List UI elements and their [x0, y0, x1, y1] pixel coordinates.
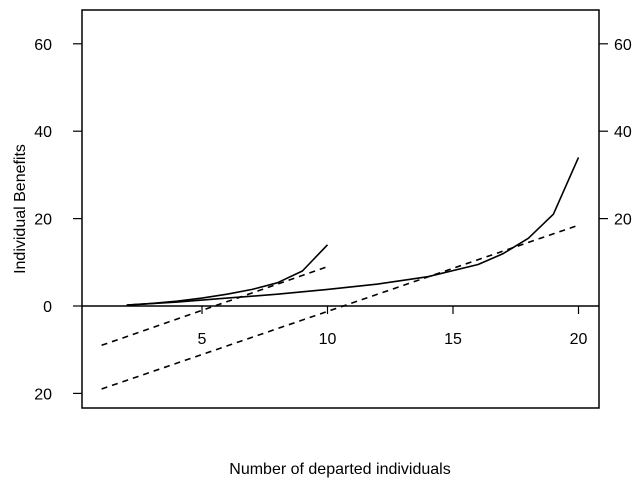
solid-series-line-3	[126, 157, 580, 306]
left-y-axis-ticks: 20 0 20 40 60	[34, 37, 82, 403]
right-y-axis-ticks: 20 40 60	[599, 37, 632, 229]
x-tick-label: 10	[319, 331, 337, 348]
right-y-tick-label: 40	[614, 124, 632, 141]
x-tick-label: 5	[198, 331, 207, 348]
left-y-tick-label: 20	[34, 386, 52, 403]
right-y-tick-label: 60	[614, 37, 632, 54]
dashed-series-line-4	[101, 224, 579, 390]
x-tick-label: 15	[444, 331, 462, 348]
x-tick-label: 20	[570, 331, 588, 348]
dashed-series-line-2	[101, 265, 328, 347]
left-y-tick-label: 20	[34, 212, 52, 229]
plot-frame	[81, 9, 600, 409]
x-axis-title: Number of departed individuals	[229, 461, 450, 478]
x-axis-ticks: 5 10 15 20	[198, 306, 588, 348]
series-layer	[101, 157, 580, 390]
left-y-tick-label: 0	[43, 299, 52, 316]
y-axis-title: Individual Benefits	[12, 144, 29, 274]
left-y-tick-label: 40	[34, 124, 52, 141]
solid-series-line-1	[126, 244, 329, 306]
right-y-tick-label: 20	[614, 212, 632, 229]
left-y-tick-label: 60	[34, 37, 52, 54]
